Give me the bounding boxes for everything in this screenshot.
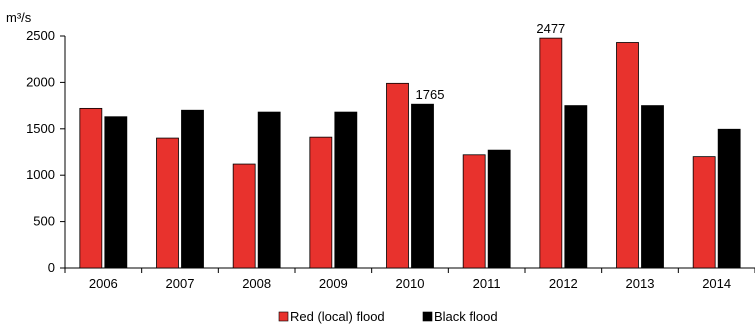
legend-swatch-black-flood — [422, 311, 433, 322]
y-tick-label: 1000 — [26, 167, 55, 182]
bar-red-local-flood-2014 — [692, 156, 716, 269]
bar-red-local-flood-2010 — [386, 82, 409, 269]
legend-swatch-red-local-flood — [278, 311, 289, 322]
x-tick-label: 2007 — [166, 276, 195, 291]
bar-black-flood-2012 — [564, 105, 588, 269]
bar-red-local-flood-2009 — [309, 136, 333, 269]
bar-red-local-flood-2007 — [156, 137, 179, 269]
x-tick-label: 2008 — [242, 276, 271, 291]
y-tick-label: 500 — [33, 214, 55, 229]
bar-black-flood-2010 — [411, 103, 434, 269]
bar-red-local-flood-2013 — [616, 42, 639, 269]
data-label-2012: 2477 — [536, 21, 565, 36]
legend-label-black-flood: Black flood — [434, 309, 498, 324]
bars — [79, 37, 741, 269]
x-tick-label: 2013 — [626, 276, 655, 291]
bar-black-flood-2006 — [104, 116, 128, 269]
bar-black-flood-2008 — [257, 111, 281, 269]
bar-red-local-flood-2008 — [232, 163, 256, 269]
legend-label-red-local-flood: Red (local) flood — [290, 309, 385, 324]
bar-red-local-flood-2006 — [79, 107, 103, 269]
y-tick-label: 2500 — [26, 28, 55, 43]
y-axis-unit-label: m³/s — [6, 10, 32, 25]
x-tick-label: 2011 — [473, 276, 501, 291]
x-tick-label: 2012 — [549, 276, 578, 291]
y-tick-label: 0 — [48, 260, 55, 275]
x-tick-label: 2006 — [89, 276, 118, 291]
annotations: 2477 1765 — [416, 21, 566, 102]
bar-red-local-flood-2012 — [539, 37, 563, 269]
legend: Red (local) flood Black flood — [278, 309, 498, 324]
y-tick-label: 1500 — [26, 121, 55, 136]
x-axis: 2006 2007 2008 2009 2010 2011 2012 2013 2014 — [64, 267, 755, 291]
data-label-2010: 1765 — [416, 87, 445, 102]
x-tick-label: 2010 — [396, 276, 425, 291]
bar-black-flood-2014 — [717, 128, 741, 269]
bar-black-flood-2007 — [181, 109, 204, 269]
y-axis: 0 500 1000 1500 2000 2500 — [26, 28, 66, 275]
y-tick-label: 2000 — [26, 74, 55, 89]
bar-red-local-flood-2011 — [462, 154, 486, 269]
x-tick-label: 2014 — [702, 276, 731, 291]
bar-black-flood-2013 — [641, 105, 664, 269]
bar-black-flood-2009 — [334, 111, 358, 269]
x-tick-label: 2009 — [319, 276, 348, 291]
bar-black-flood-2011 — [487, 149, 511, 269]
